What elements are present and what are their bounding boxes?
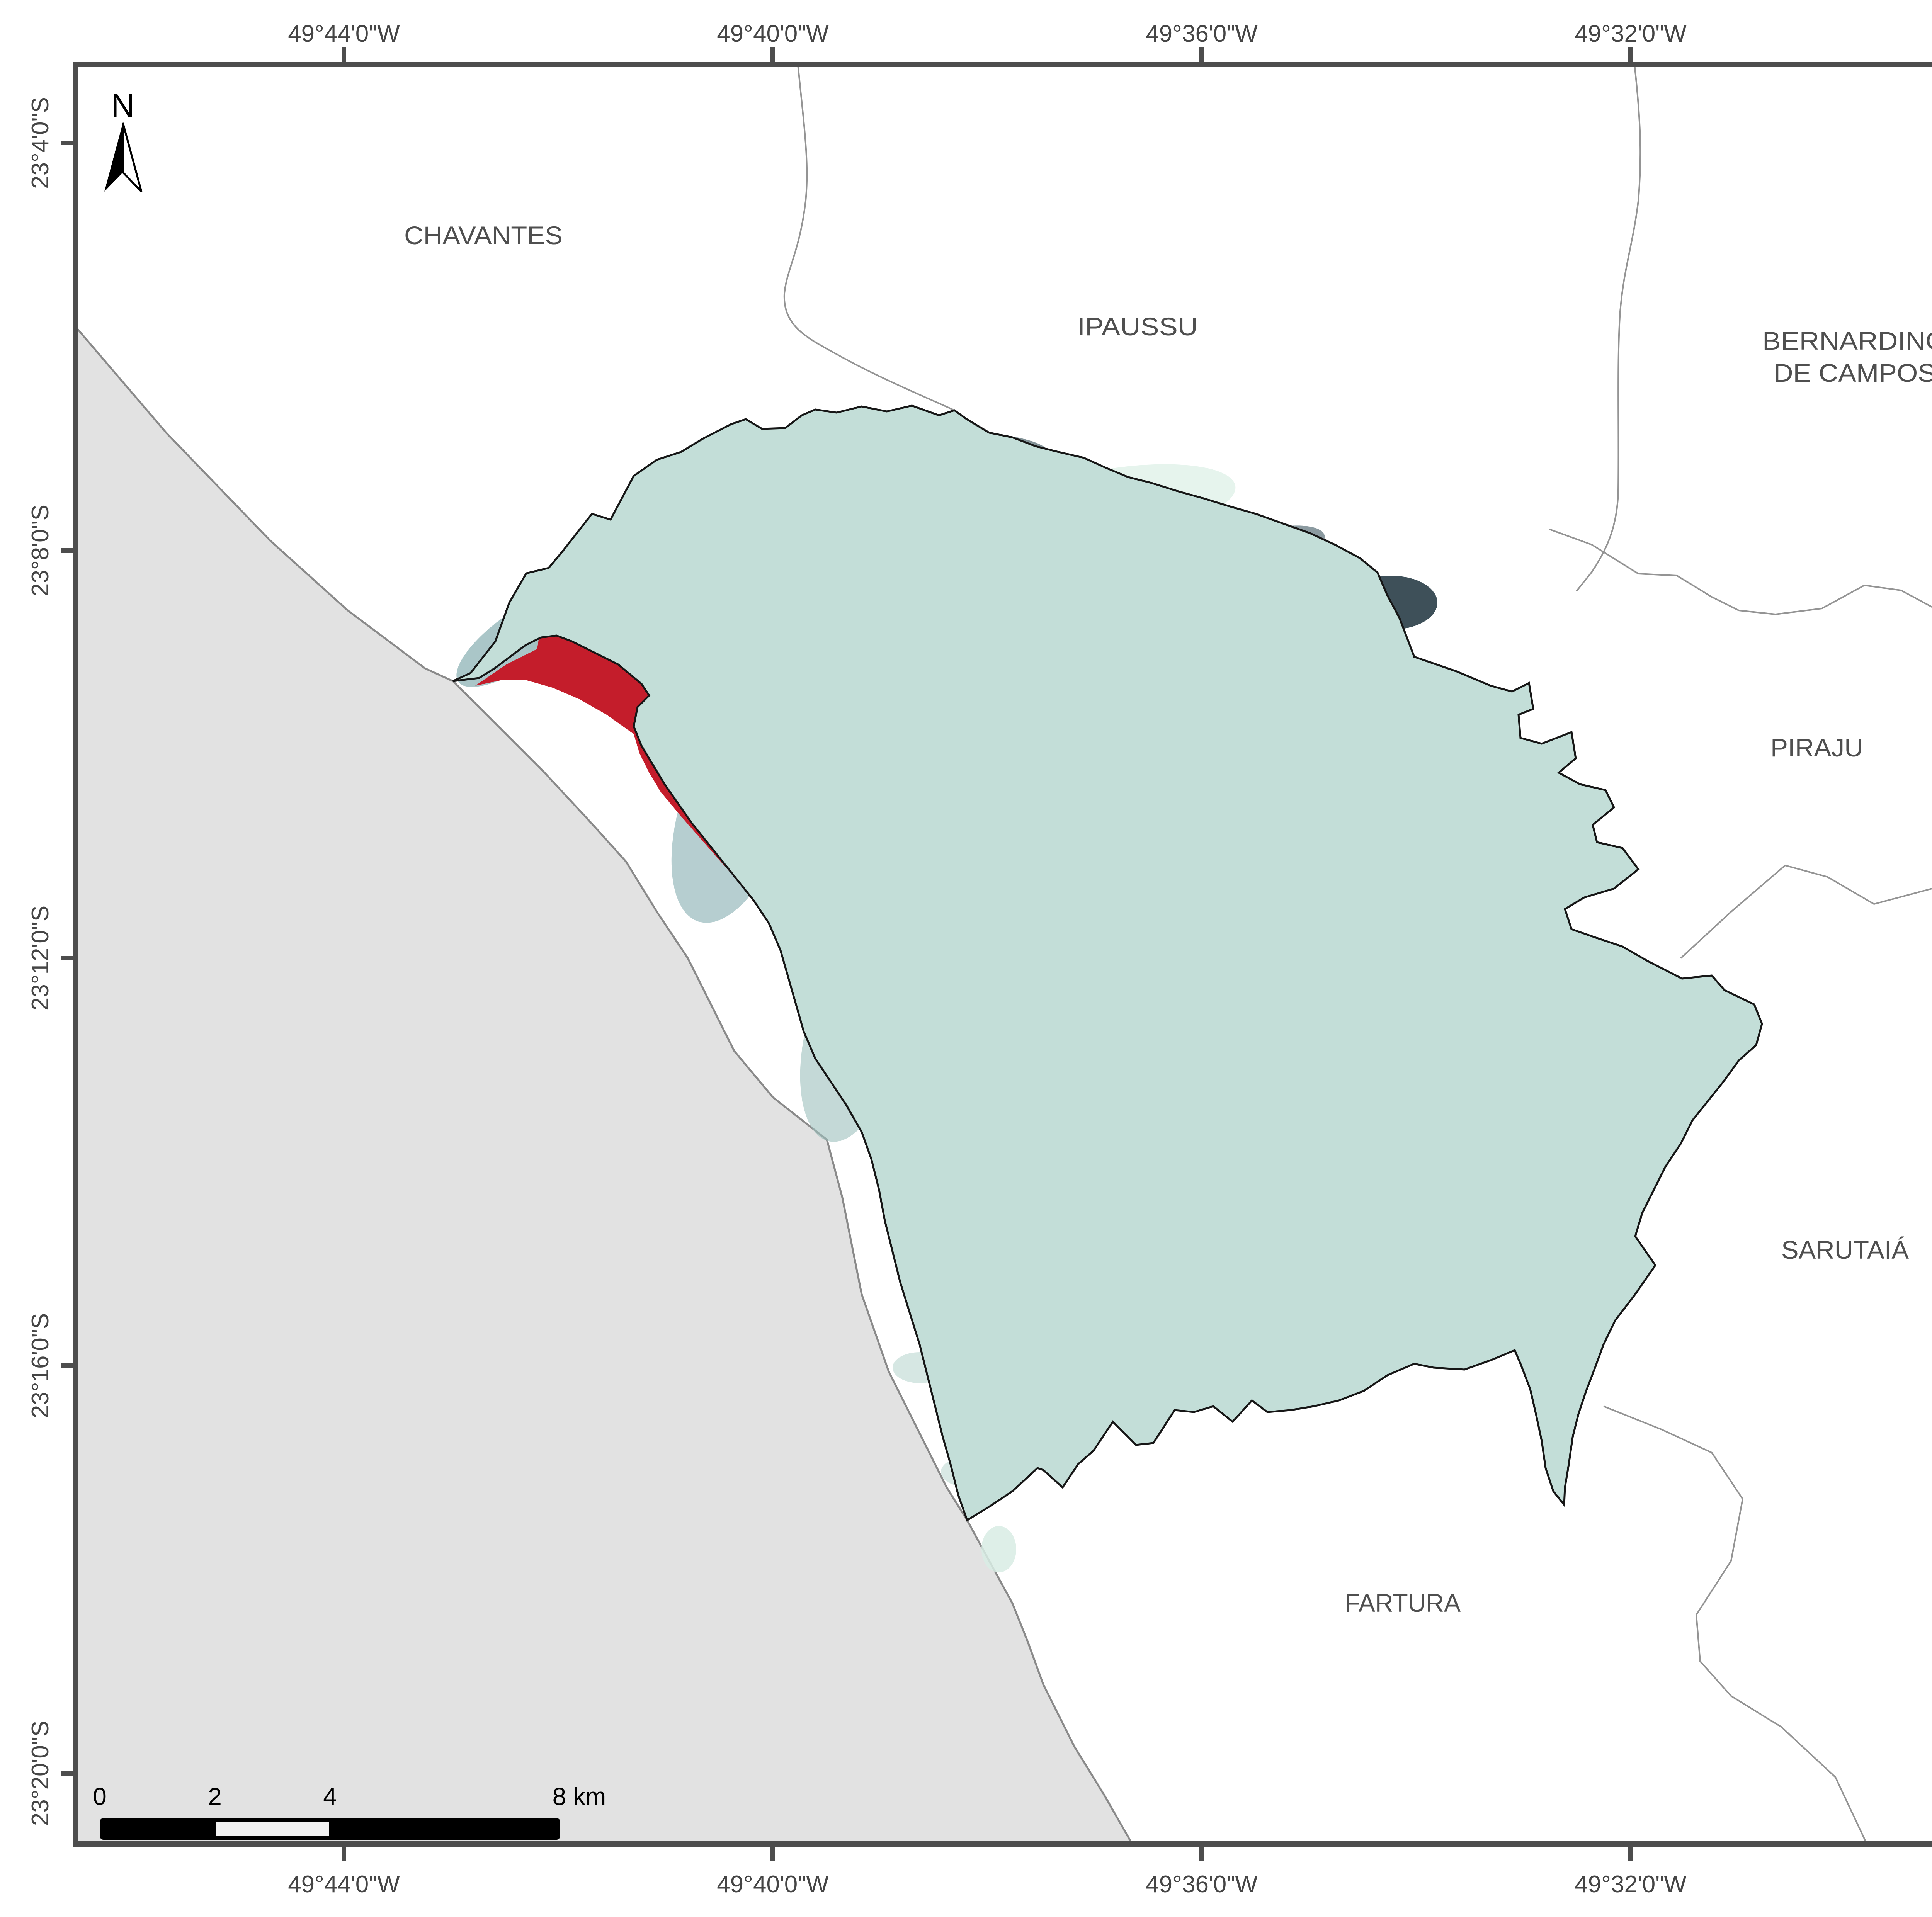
coord-left-0: 23°4'0"S [27, 97, 54, 189]
scale-8km: 8 km [553, 1783, 606, 1810]
grid-ticks [61, 47, 1633, 1861]
boundary-piraju-north [1549, 529, 1932, 615]
coord-bottom-3: 49°32'0"W [1575, 1871, 1687, 1898]
scale-0: 0 [93, 1783, 107, 1810]
label-chavantes: CHAVANTES [404, 221, 563, 250]
coord-top-0: 49°44'0"W [288, 20, 400, 47]
coord-left-1: 23°8'0"S [27, 505, 54, 597]
municipal-boundary-lines [783, 64, 1932, 1843]
north-label: N [111, 87, 135, 124]
north-arrow-icon: N [104, 87, 143, 192]
boundary-ipaussu-bernardino [1576, 64, 1641, 592]
label-sarutaia: SARUTAIÁ [1781, 1236, 1909, 1264]
coord-bottom-2: 49°36'0"W [1146, 1871, 1258, 1898]
coord-left-4: 23°20'0"S [27, 1721, 54, 1826]
map-frame [73, 62, 1932, 1847]
label-piraju: PIRAJU [1770, 733, 1863, 762]
label-fartura: FARTURA [1345, 1589, 1461, 1617]
coordinate-labels: 49°44'0"W 49°40'0"W 49°36'0"W 49°32'0"W … [27, 20, 1687, 1898]
coord-left-2: 23°12'0"S [27, 906, 54, 1011]
label-bernardino-2: DE CAMPOS [1774, 359, 1932, 387]
scale-2: 2 [208, 1783, 222, 1810]
coord-top-2: 49°36'0"W [1146, 20, 1258, 47]
label-ipaussu: IPAUSSU [1077, 312, 1198, 341]
boundary-chavantes-ipaussu [783, 64, 967, 422]
state-area-parana [75, 326, 1133, 1845]
coord-left-3: 23°16'0"S [27, 1313, 54, 1418]
coord-bottom-1: 49°40'0"W [717, 1871, 829, 1898]
scale-4: 4 [323, 1783, 337, 1810]
coord-top-1: 49°40'0"W [717, 20, 829, 47]
neighbor-labels: CHAVANTES IPAUSSU BERNARDINO DE CAMPOS P… [404, 221, 1932, 1617]
label-bernardino-1: BERNARDINO [1762, 326, 1932, 355]
coord-top-3: 49°32'0"W [1575, 20, 1687, 47]
boundary-sarutaia-fartura [1603, 1405, 1867, 1843]
coord-bottom-0: 49°44'0"W [288, 1871, 400, 1898]
scale-bar: 0 2 4 8 km [93, 1783, 606, 1840]
boundary-piraju-sarutaia [1680, 864, 1932, 959]
